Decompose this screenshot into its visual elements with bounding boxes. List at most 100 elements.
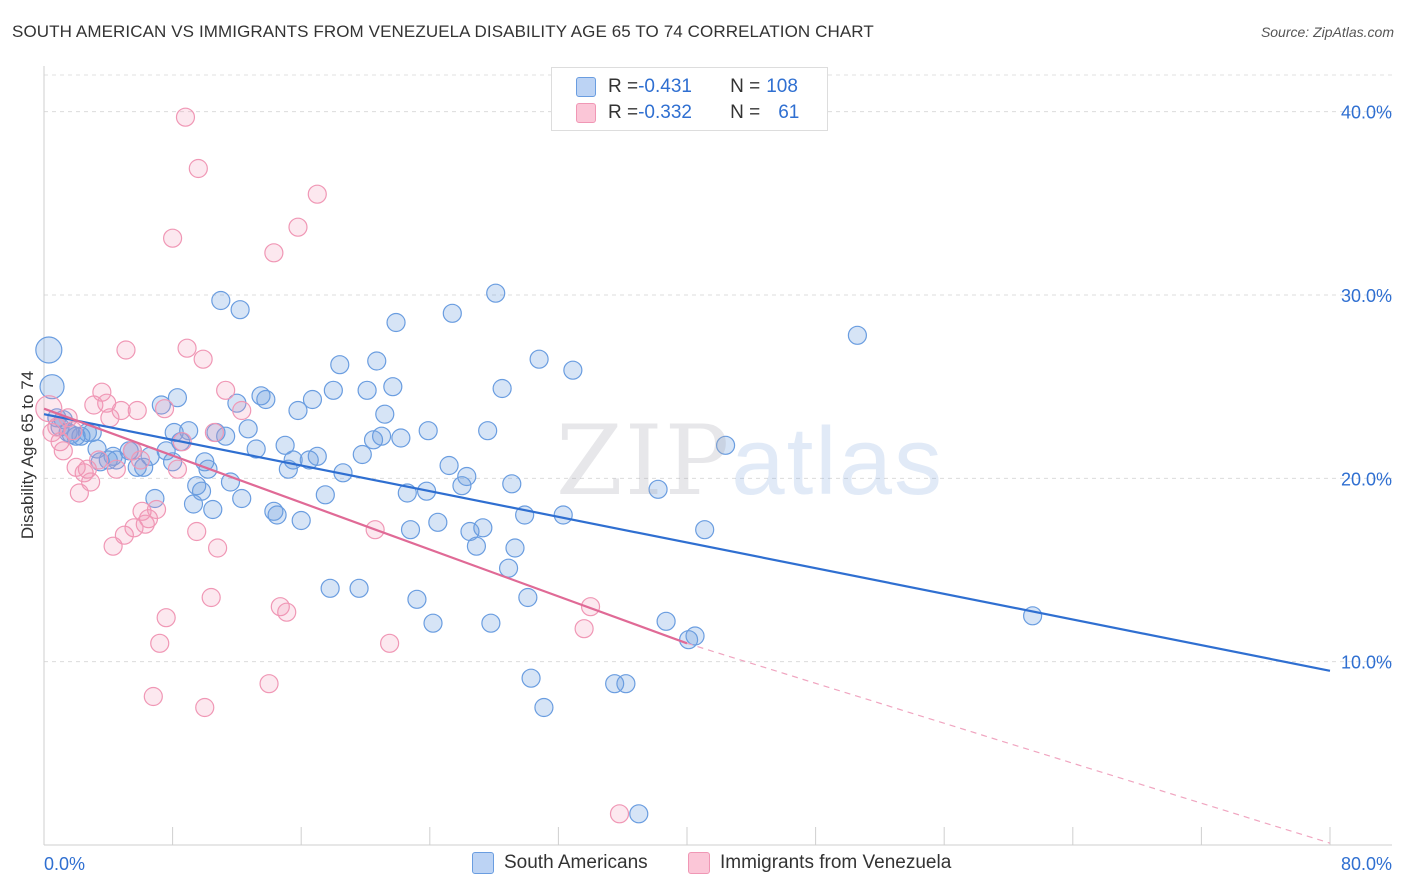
point-south-americans bbox=[211, 290, 231, 311]
point-south-americans bbox=[656, 611, 676, 631]
y-tick-label: 30.0% bbox=[1341, 286, 1392, 306]
point-south-americans bbox=[695, 520, 715, 540]
point-venezuela bbox=[232, 400, 252, 421]
point-south-americans bbox=[352, 444, 372, 465]
point-venezuela bbox=[154, 399, 175, 419]
point-venezuela bbox=[307, 184, 327, 204]
point-south-americans bbox=[521, 668, 541, 688]
point-south-americans bbox=[407, 589, 427, 609]
point-south-americans bbox=[371, 426, 392, 446]
point-south-americans bbox=[473, 518, 493, 538]
point-venezuela bbox=[609, 804, 630, 824]
chart-title: SOUTH AMERICAN VS IMMIGRANTS FROM VENEZU… bbox=[12, 22, 874, 41]
point-south-americans bbox=[478, 421, 498, 441]
source-label: Source: ZipAtlas.com bbox=[1260, 24, 1394, 40]
legend-swatch-pink bbox=[576, 103, 596, 123]
r-label: R = bbox=[608, 102, 639, 123]
n-value: 61 bbox=[778, 102, 800, 123]
legend-swatch-pink bbox=[688, 852, 710, 874]
point-south-americans bbox=[486, 283, 506, 303]
point-venezuela bbox=[167, 459, 188, 479]
point-south-americans bbox=[391, 428, 411, 448]
point-south-americans bbox=[323, 380, 343, 400]
point-venezuela bbox=[35, 395, 63, 423]
watermark-atlas: atlas bbox=[731, 408, 944, 515]
point-venezuela bbox=[193, 349, 213, 369]
point-south-americans bbox=[256, 389, 276, 410]
n-value: 108 bbox=[766, 76, 798, 97]
point-south-americans bbox=[230, 300, 250, 320]
x-tick-label: 80.0% bbox=[1341, 854, 1392, 874]
point-venezuela bbox=[574, 619, 594, 639]
trendline-venezuela-extension bbox=[686, 642, 1331, 844]
watermark: ZIPatlas bbox=[556, 405, 944, 517]
point-venezuela bbox=[208, 538, 228, 558]
point-south-americans bbox=[39, 374, 65, 400]
point-south-americans bbox=[529, 349, 549, 369]
point-south-americans bbox=[648, 479, 668, 499]
point-venezuela bbox=[187, 521, 207, 542]
point-venezuela bbox=[216, 380, 236, 400]
point-south-americans bbox=[232, 488, 252, 509]
point-south-americans bbox=[307, 446, 327, 466]
point-south-americans bbox=[847, 325, 867, 345]
point-venezuela bbox=[150, 633, 170, 653]
point-venezuela bbox=[259, 674, 279, 694]
point-venezuela bbox=[163, 228, 183, 248]
point-south-americans bbox=[492, 378, 512, 399]
point-south-americans bbox=[191, 481, 212, 501]
point-south-americans bbox=[400, 520, 421, 540]
point-south-americans bbox=[502, 474, 522, 494]
point-south-americans bbox=[330, 355, 350, 375]
y-tick-label: 10.0% bbox=[1341, 653, 1392, 673]
trendline-venezuela bbox=[43, 407, 688, 645]
point-south-americans bbox=[375, 404, 395, 424]
legend-row-blue: R = -0.431 N = 108 bbox=[576, 75, 798, 99]
point-venezuela bbox=[264, 243, 284, 263]
point-south-americans bbox=[386, 312, 406, 333]
point-south-americans bbox=[267, 505, 287, 525]
watermark-zip: ZIP bbox=[556, 405, 732, 517]
point-south-americans bbox=[203, 499, 223, 520]
point-south-americans bbox=[518, 587, 538, 608]
legend-item-venezuela[interactable]: Immigrants from Venezuela bbox=[688, 852, 951, 874]
point-venezuela bbox=[188, 158, 208, 179]
point-venezuela bbox=[175, 107, 196, 127]
point-south-americans bbox=[452, 476, 472, 496]
point-south-americans bbox=[685, 626, 705, 646]
point-south-americans bbox=[466, 536, 487, 556]
r-label: R = bbox=[608, 76, 639, 97]
point-south-americans bbox=[238, 419, 258, 439]
point-venezuela bbox=[204, 422, 224, 443]
point-venezuela bbox=[277, 602, 297, 622]
point-venezuela bbox=[143, 686, 163, 707]
point-south-americans bbox=[349, 578, 369, 598]
point-south-americans bbox=[428, 512, 448, 532]
point-south-americans bbox=[616, 674, 636, 694]
point-venezuela bbox=[156, 608, 176, 628]
point-venezuela bbox=[130, 450, 151, 470]
point-south-americans bbox=[291, 510, 311, 531]
point-venezuela bbox=[81, 472, 101, 492]
point-venezuela bbox=[127, 400, 147, 421]
point-venezuela bbox=[195, 697, 215, 718]
point-south-americans bbox=[605, 674, 625, 694]
point-south-americans bbox=[498, 558, 519, 578]
point-south-americans bbox=[481, 613, 501, 633]
point-venezuela bbox=[177, 338, 197, 358]
point-south-americans bbox=[357, 380, 377, 400]
point-south-americans bbox=[315, 485, 335, 505]
legend-item-south-americans[interactable]: South Americans bbox=[472, 852, 648, 874]
point-south-americans bbox=[715, 435, 736, 455]
point-venezuela bbox=[580, 597, 601, 617]
legend-label: Immigrants from Venezuela bbox=[720, 852, 952, 873]
point-venezuela bbox=[135, 514, 155, 534]
series-legend: South Americans Immigrants from Venezuel… bbox=[0, 852, 1406, 876]
point-south-americans bbox=[563, 360, 583, 380]
r-value: -0.431 bbox=[638, 76, 692, 97]
point-venezuela bbox=[63, 421, 83, 441]
correlation-legend: R = -0.431 N = 108 R = -0.332 N = 61 bbox=[551, 67, 828, 131]
point-south-americans bbox=[275, 435, 295, 455]
legend-swatch-blue bbox=[472, 852, 494, 874]
y-axis-label: Disability Age 65 to 74 bbox=[18, 370, 37, 540]
